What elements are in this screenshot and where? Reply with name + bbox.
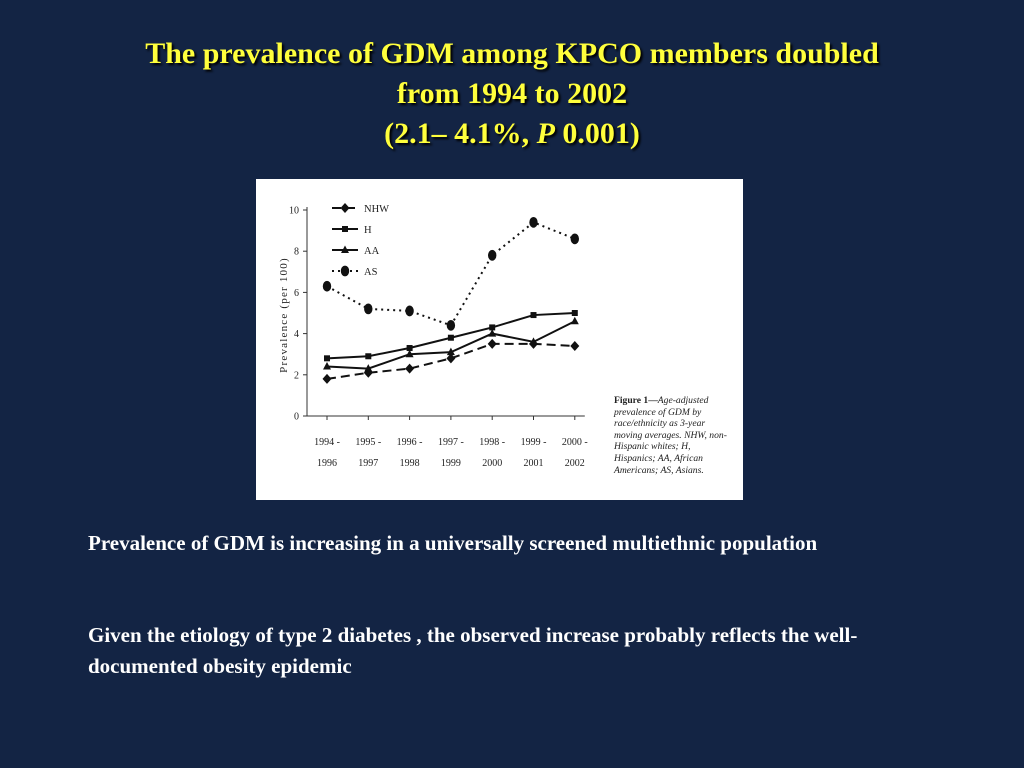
x-tick-label: 2001: [524, 458, 544, 469]
title-line-3: (2.1– 4.1%, P 0.001): [0, 114, 1024, 154]
data-point-as: [529, 216, 538, 228]
x-tick-label: 1998: [400, 458, 420, 469]
data-point-h: [324, 355, 330, 362]
y-tick-label: 2: [294, 370, 299, 381]
x-tick-label: 2002: [565, 458, 585, 469]
figure-caption-lead: Figure 1—: [614, 395, 658, 406]
y-tick-label: 8: [294, 247, 299, 258]
y-tick-label: 4: [294, 329, 299, 340]
data-point-aa: [405, 349, 414, 358]
data-point-nhw: [570, 340, 580, 351]
figure-caption-body: Age-adjusted prevalence of GDM by race/e…: [614, 395, 727, 476]
figure-panel: 0 2 4 6 8 10 1994 - 1996 1995 - 1997 1996 - 1998 199…: [256, 179, 743, 500]
data-point-h: [365, 353, 372, 360]
x-tick-label: 1997: [358, 458, 378, 469]
data-point-h: [447, 334, 454, 341]
y-tick-label: 10: [289, 206, 299, 217]
bullet-text-2: Given the etiology of type 2 diabetes , …: [88, 623, 858, 678]
prevalence-line-chart: 0 2 4 6 8 10 1994 - 1996 1995 - 1997 1996 - 1998 199…: [278, 203, 588, 469]
data-point-h: [530, 312, 537, 319]
data-point-aa: [323, 362, 331, 370]
legend-label-h: H: [364, 225, 372, 236]
title-stat-suffix: 0.001): [554, 117, 640, 150]
x-tick-label: 2000: [482, 458, 502, 469]
data-point-as: [488, 249, 497, 261]
y-axis-label: Prevalence (per 100): [278, 257, 290, 373]
legend-marker-aa: [341, 245, 349, 253]
bullet-text-1: Prevalence of GDM is increasing in a uni…: [88, 531, 818, 555]
data-point-as: [405, 305, 414, 317]
legend-marker-h: [342, 226, 348, 232]
x-tick-label: 1996: [317, 458, 337, 469]
data-point-h: [571, 310, 578, 316]
x-tick-label: 1995 -: [355, 437, 381, 448]
data-point-aa: [364, 364, 373, 372]
y-tick-label: 6: [294, 288, 299, 299]
data-point-nhw: [446, 353, 456, 364]
data-point-aa: [446, 347, 455, 356]
data-point-aa: [488, 329, 497, 337]
x-tick-label: 1999: [441, 458, 461, 469]
data-point-as: [322, 280, 332, 292]
legend-label-as: AS: [364, 267, 378, 278]
data-point-h: [406, 345, 413, 352]
legend-label-aa: AA: [364, 246, 380, 257]
title-stat-prefix: (2.1– 4.1%,: [384, 117, 537, 150]
title-line-1: The prevalence of GDM among KPCO members…: [145, 37, 879, 70]
figure-caption: Figure 1—Age-adjusted prevalence of GDM …: [614, 395, 734, 476]
data-point-as: [570, 233, 579, 245]
data-point-as: [446, 319, 456, 331]
x-tick-label: 1998 -: [479, 437, 505, 448]
x-tick-label: 1994 -: [314, 437, 340, 448]
y-tick-label: 0: [294, 412, 299, 423]
legend-marker-as: [340, 265, 350, 277]
x-tick-label: 1999 -: [521, 437, 547, 448]
data-point-nhw: [322, 373, 332, 384]
data-point-aa: [529, 337, 538, 345]
x-tick-label: 1997 -: [438, 437, 464, 448]
title-line-2: from 1994 to 2002: [396, 77, 628, 110]
data-point-h: [489, 324, 496, 331]
title-p-symbol: P: [536, 117, 555, 150]
x-tick-label: 1996 -: [397, 437, 423, 448]
data-point-aa: [570, 316, 579, 325]
slide-title: The prevalence of GDM among KPCO members…: [0, 34, 1024, 154]
data-point-nhw: [487, 338, 497, 349]
legend-label-nhw: NHW: [364, 204, 389, 215]
legend-marker-nhw: [340, 203, 350, 213]
x-tick-label: 2000 -: [562, 437, 588, 448]
data-point-nhw: [405, 363, 415, 374]
data-point-as: [364, 303, 373, 315]
